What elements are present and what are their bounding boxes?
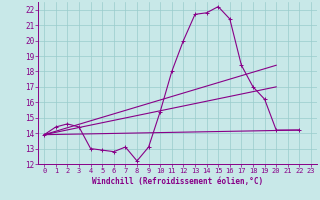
X-axis label: Windchill (Refroidissement éolien,°C): Windchill (Refroidissement éolien,°C) bbox=[92, 177, 263, 186]
